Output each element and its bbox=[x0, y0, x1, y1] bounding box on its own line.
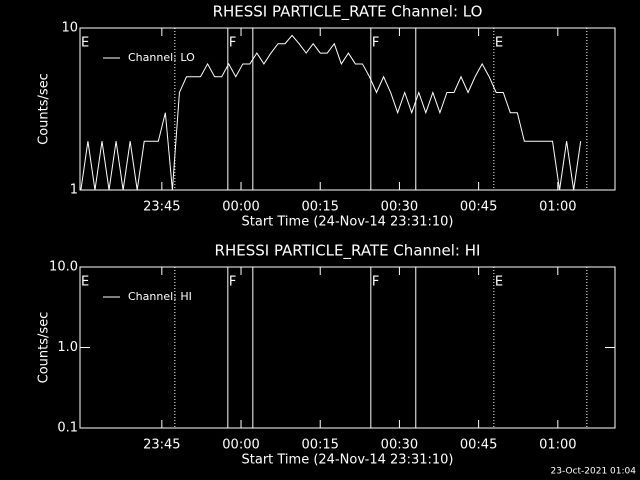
event-flag: F bbox=[229, 36, 236, 51]
y-axis-label: Counts/sec bbox=[37, 73, 52, 145]
x-tick-label: 00:45 bbox=[460, 200, 497, 215]
chart-title: RHESSI PARTICLE_RATE Channel: LO bbox=[213, 3, 483, 22]
x-tick-label: 00:30 bbox=[381, 438, 418, 453]
x-tick-label: 00:45 bbox=[460, 438, 497, 453]
y-axis-label: Counts/sec bbox=[37, 312, 52, 384]
x-tick-label: 23:45 bbox=[143, 438, 180, 453]
event-flag: E bbox=[81, 275, 89, 290]
data-line bbox=[80, 34, 582, 191]
event-flag: E bbox=[495, 36, 503, 51]
y-tick-label: 0.1 bbox=[57, 421, 78, 436]
legend-label: Channel: LO bbox=[128, 51, 195, 64]
event-flag: E bbox=[81, 36, 89, 51]
x-tick-label: 23:45 bbox=[143, 200, 180, 215]
x-tick-label: 00:15 bbox=[301, 438, 338, 453]
x-tick-label: 01:00 bbox=[539, 438, 576, 453]
x-tick-label: 00:30 bbox=[381, 200, 418, 215]
y-tick-label: 10.0 bbox=[49, 260, 78, 275]
x-tick-label: 00:00 bbox=[222, 200, 259, 215]
event-flag: F bbox=[229, 275, 236, 290]
x-tick-label: 01:00 bbox=[539, 200, 576, 215]
x-axis-label: Start Time (24-Nov-14 23:31:10) bbox=[242, 453, 454, 468]
chart-title: RHESSI PARTICLE_RATE Channel: HI bbox=[215, 242, 481, 261]
x-axis-label: Start Time (24-Nov-14 23:31:10) bbox=[242, 215, 454, 230]
plot-frame bbox=[79, 27, 616, 191]
y-tick-label: 1.0 bbox=[57, 340, 78, 355]
event-flag: E bbox=[495, 275, 503, 290]
legend-label: Channel: HI bbox=[128, 290, 192, 303]
y-tick-label: 1 bbox=[70, 183, 78, 198]
x-tick-label: 00:15 bbox=[301, 200, 338, 215]
x-tick-label: 00:00 bbox=[222, 438, 259, 453]
footer: 23-Oct-2021 01:04 bbox=[551, 467, 637, 477]
event-flag: F bbox=[372, 275, 379, 290]
event-flag: F bbox=[372, 36, 379, 51]
y-tick-label: 10 bbox=[61, 21, 78, 36]
